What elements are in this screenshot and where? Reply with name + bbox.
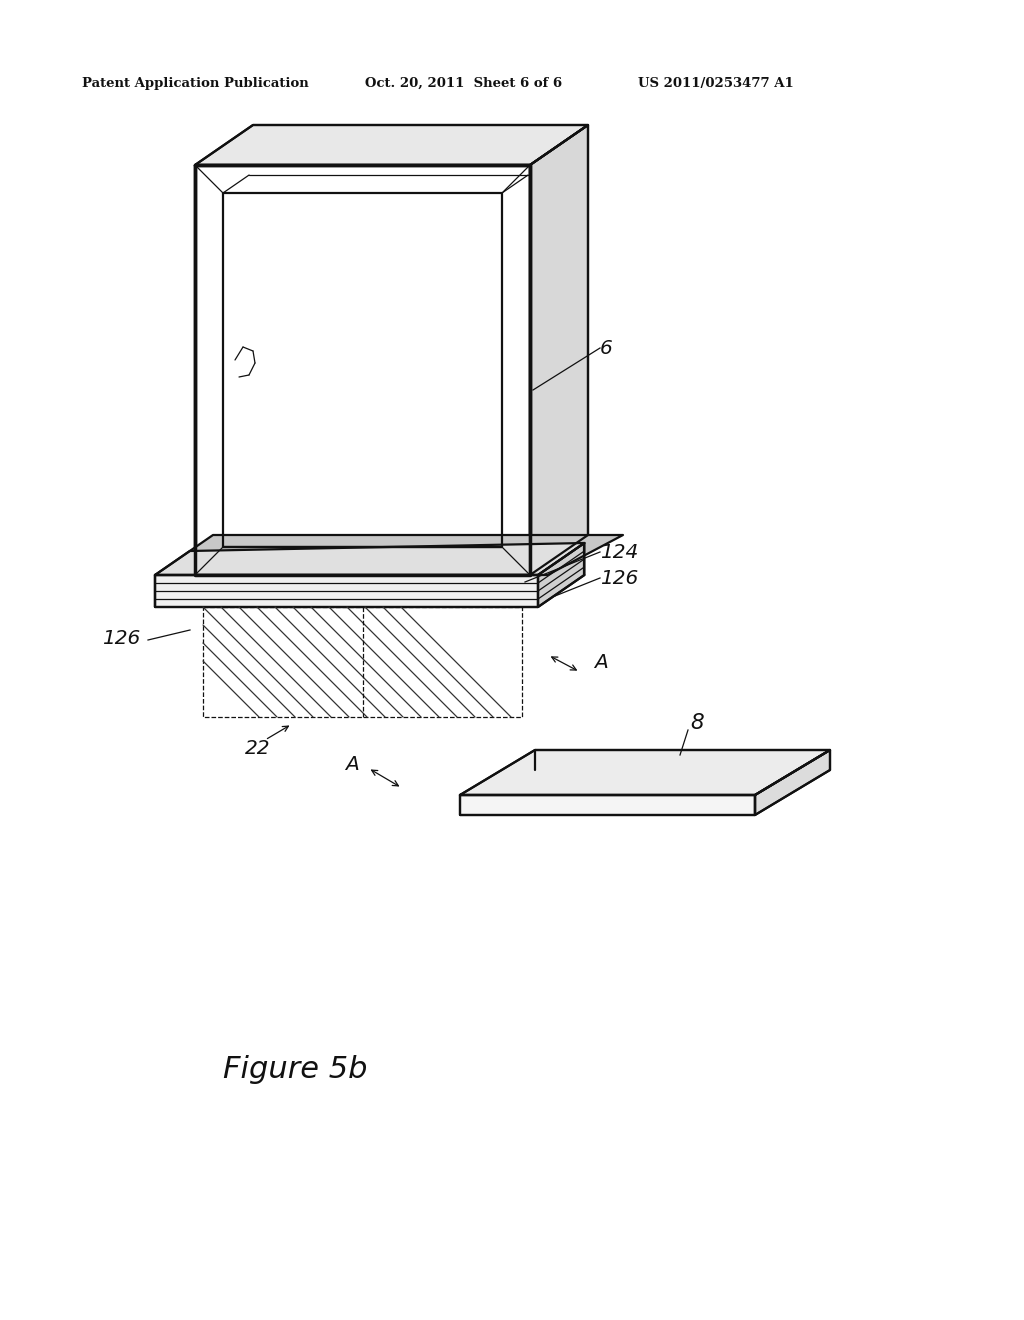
Polygon shape (155, 576, 538, 607)
Text: Patent Application Publication: Patent Application Publication (82, 77, 309, 90)
Polygon shape (195, 125, 588, 165)
Polygon shape (755, 750, 830, 814)
Text: Oct. 20, 2011  Sheet 6 of 6: Oct. 20, 2011 Sheet 6 of 6 (365, 77, 562, 90)
Polygon shape (538, 543, 585, 607)
Text: A: A (594, 652, 608, 672)
Polygon shape (155, 535, 623, 576)
Text: 6: 6 (600, 338, 612, 358)
Polygon shape (530, 125, 588, 576)
Text: 126: 126 (600, 569, 638, 587)
Text: 124: 124 (600, 543, 638, 561)
Polygon shape (155, 543, 585, 576)
Polygon shape (460, 750, 830, 795)
Text: A: A (345, 755, 358, 774)
Text: Figure 5b: Figure 5b (223, 1056, 368, 1085)
Text: 126: 126 (101, 628, 140, 648)
Text: 22: 22 (246, 738, 270, 758)
Polygon shape (460, 795, 755, 814)
Text: US 2011/0253477 A1: US 2011/0253477 A1 (638, 77, 794, 90)
Text: 8: 8 (690, 713, 703, 733)
Polygon shape (195, 165, 530, 576)
